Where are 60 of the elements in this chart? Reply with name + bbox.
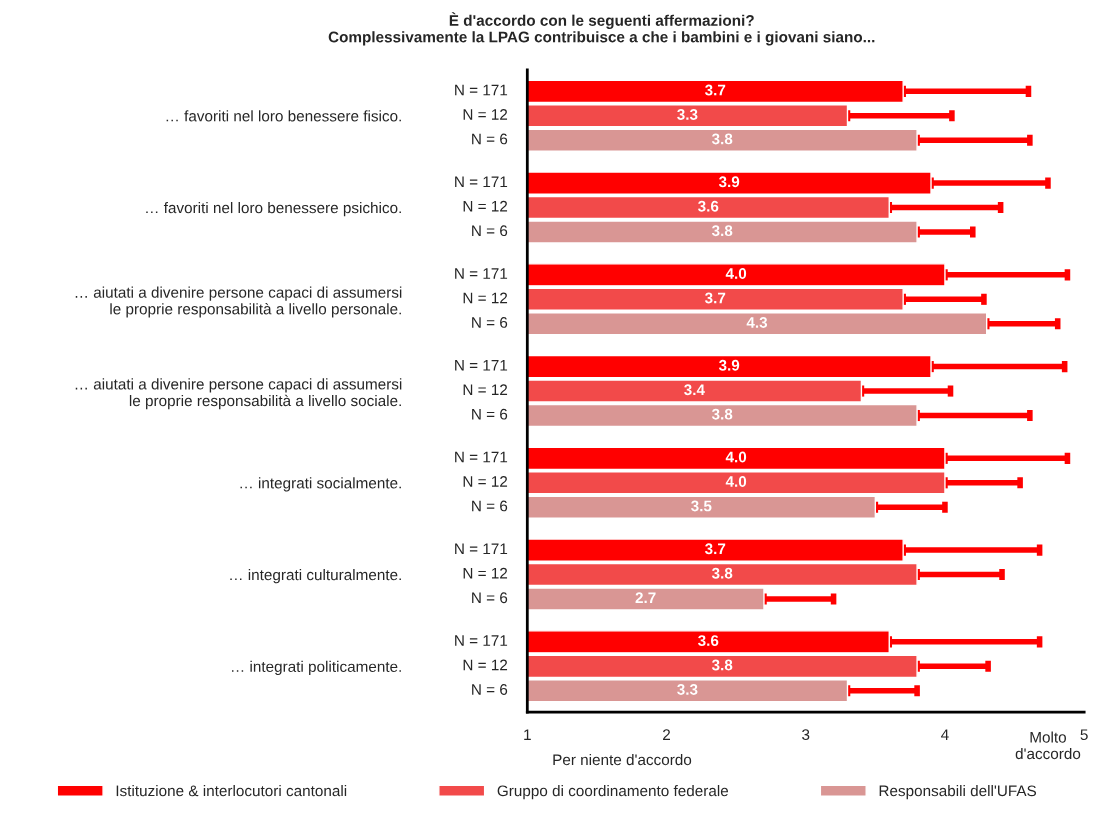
x-tick-label: 3 xyxy=(802,729,810,741)
text: Molto d'accordo xyxy=(1015,731,1081,760)
text: N = 171 xyxy=(455,635,508,646)
data-label: 3.8 xyxy=(711,408,733,420)
text: N = 171 xyxy=(455,360,508,371)
y-tick-label: … aiutati a divenire persone capaci di assumersi le proprie responsabilità a livello personale. xyxy=(75,286,402,318)
data-label: 3.8 xyxy=(711,567,733,579)
data-label: 3.6 xyxy=(698,200,719,212)
data-label: 3.6 xyxy=(698,635,719,646)
data-label: 4.0 xyxy=(725,451,747,463)
chart-title: È d'accordo con le seguenti affermazioni? Complessivamente la LPAG contribuisce a che i bambini e i giovani siano... xyxy=(328,12,875,46)
data-label: 3.5 xyxy=(691,500,712,512)
x-tick-label: 1 xyxy=(524,729,531,740)
y-tick-label: … favoriti nel loro benessere fisico. xyxy=(166,110,401,122)
text: N = 6 xyxy=(472,317,508,328)
x-tick-label: 2 xyxy=(663,729,670,740)
text: N = 171 xyxy=(455,268,508,279)
text: N = 6 xyxy=(472,592,508,604)
x-tick-label: 5 xyxy=(1080,729,1088,741)
y-tick-label: … integrati politicamente. xyxy=(232,660,401,676)
text: N = 12 xyxy=(463,659,508,671)
data-label: 3.3 xyxy=(677,109,698,120)
data-label: 3.8 xyxy=(711,225,733,237)
data-label: 3.7 xyxy=(704,292,726,304)
data-label: 3.8 xyxy=(711,133,733,145)
text: N = 6 xyxy=(472,408,508,420)
text: N = 171 xyxy=(455,84,508,96)
text: N = 6 xyxy=(472,225,508,237)
y-tick-label: … integrati socialmente. xyxy=(240,477,401,492)
text: N = 12 xyxy=(463,476,508,487)
text: N = 6 xyxy=(472,500,508,512)
legend-label: Responsabili dell'UFAS xyxy=(879,785,1037,800)
text: Per niente d'accordo xyxy=(553,753,692,766)
text: N = 12 xyxy=(463,384,508,395)
x-tick-label: 4 xyxy=(941,729,949,740)
y-tick-label: … integrati culturalmente. xyxy=(230,569,401,584)
text: N = 171 xyxy=(455,451,508,463)
data-label: 2.7 xyxy=(635,592,656,603)
text: N = 171 xyxy=(455,176,508,188)
data-label: 3.9 xyxy=(718,176,740,188)
text: N = 12 xyxy=(463,292,508,304)
data-label: 3.7 xyxy=(704,543,726,555)
data-label: 3.7 xyxy=(704,84,726,96)
text: N = 12 xyxy=(463,567,508,579)
legend-label: Istituzione & interlocutori cantonali xyxy=(116,785,347,797)
text: N = 12 xyxy=(463,200,508,212)
data-label: 3.3 xyxy=(677,684,698,695)
text: N = 12 xyxy=(463,109,508,120)
data-label: 3.9 xyxy=(718,359,740,371)
data-label: 3.8 xyxy=(711,659,733,671)
data-label: 4.0 xyxy=(725,268,747,279)
legend-label: Gruppo di coordinamento federale xyxy=(497,785,729,800)
text: N = 171 xyxy=(455,543,508,555)
y-tick-label: … aiutati a divenire persone capaci di assumersi le proprie responsabilità a livello sociale. xyxy=(75,378,402,410)
data-label: 4.0 xyxy=(725,476,747,487)
text: N = 6 xyxy=(472,684,508,695)
text: N = 6 xyxy=(472,133,508,145)
y-tick-label: … favoriti nel loro benessere psichico. xyxy=(146,202,401,217)
data-label: 4.3 xyxy=(746,317,768,328)
data-label: 3.4 xyxy=(684,384,705,396)
